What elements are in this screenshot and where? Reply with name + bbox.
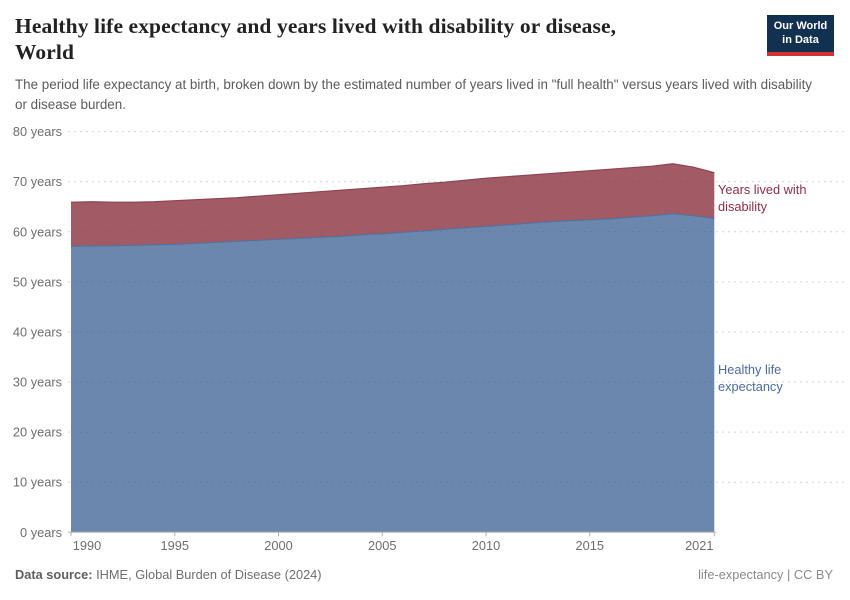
y-axis-tick-label: 20 years: [13, 425, 62, 440]
x-axis-tick-label: 2021: [685, 538, 713, 553]
y-axis-tick-label: 30 years: [13, 375, 62, 390]
y-axis-tick-label: 0 years: [20, 525, 62, 540]
chart-footer: Data source: IHME, Global Burden of Dise…: [15, 567, 833, 582]
y-axis-tick-label: 60 years: [13, 224, 62, 239]
data-source-value: IHME, Global Burden of Disease (2024): [92, 567, 322, 582]
x-axis-tick-label: 2005: [368, 538, 396, 553]
owid-logo[interactable]: Our World in Data: [767, 15, 834, 56]
data-source-label: Data source:: [15, 567, 93, 582]
y-axis-tick-label: 70 years: [13, 174, 62, 189]
y-axis-tick-label: 10 years: [13, 475, 62, 490]
y-axis-tick-label: 50 years: [13, 274, 62, 289]
series-label-healthy-life-expectancy[interactable]: Healthy life expectancy: [718, 362, 783, 394]
attribution-license[interactable]: life-expectancy | CC BY: [698, 567, 833, 582]
owid-logo-line-1: Our World: [773, 20, 828, 32]
y-axis-tick-label: 40 years: [13, 324, 62, 339]
x-axis-tick-label: 1995: [161, 538, 189, 553]
title-line-2: World: [15, 40, 75, 65]
page-title: Healthy life expectancy and years lived …: [15, 13, 750, 65]
x-axis-tick-label: 2000: [264, 538, 292, 553]
title-line-1: Healthy life expectancy and years lived …: [15, 14, 617, 38]
x-axis-tick-label: 2015: [576, 538, 604, 553]
y-axis-tick-label: 80 years: [13, 124, 62, 139]
years-lived-with-disability-area[interactable]: [71, 163, 715, 247]
chart-subtitle: The period life expectancy at birth, bro…: [15, 77, 812, 113]
healthy-life-expectancy-line: [70, 213, 715, 247]
x-axis-tick-label: 1990: [73, 538, 101, 553]
data-source-note: Data source: IHME, Global Burden of Dise…: [15, 567, 322, 582]
owid-logo-line-2: in Data: [782, 33, 819, 46]
series-label-years-lived-with-disability[interactable]: Years lived with disability: [718, 182, 807, 214]
x-axis-tick-label: 2010: [472, 538, 500, 553]
healthy-life-expectancy-area[interactable]: [71, 213, 715, 533]
total-life-expectancy-line: [70, 163, 715, 203]
